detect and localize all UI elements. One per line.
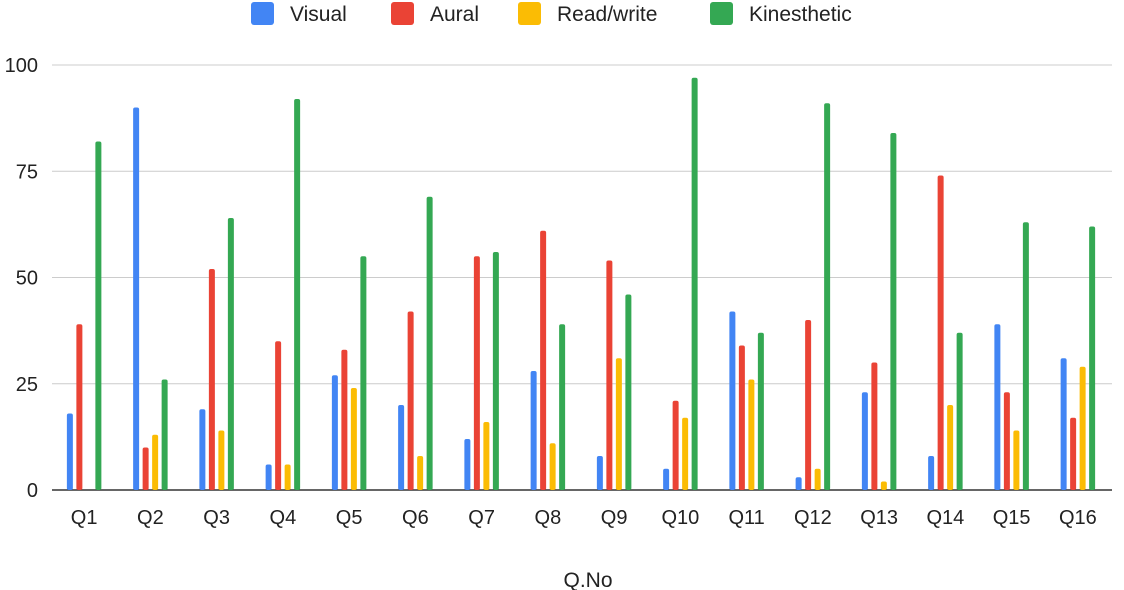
bar-visual-q7 — [464, 439, 471, 490]
x-tick-label: Q5 — [336, 507, 363, 529]
bar-read-write-q12 — [814, 468, 821, 490]
y-tick-label: 75 — [16, 161, 38, 183]
bar-aural-q12 — [805, 320, 812, 490]
bar-aural-q5 — [341, 349, 348, 490]
bar-aural-q10 — [672, 400, 679, 490]
bar-read-write-q14 — [947, 405, 954, 490]
bar-aural-q1 — [76, 324, 83, 490]
legend: Visual Aural Read/write Kinesthetic — [251, 2, 852, 26]
legend-swatch — [251, 2, 274, 25]
bar-kinesthetic-q15 — [1022, 222, 1029, 490]
y-tick-label: 50 — [16, 268, 38, 290]
bar-visual-q1 — [66, 413, 73, 490]
bar-aural-q4 — [275, 341, 282, 490]
x-tick-label: Q11 — [728, 507, 764, 529]
bar-read-write-q9 — [615, 358, 622, 490]
bar-read-write-q11 — [748, 379, 755, 490]
bar-visual-q14 — [928, 456, 935, 490]
bar-aural-q9 — [606, 260, 613, 490]
bar-aural-q8 — [540, 230, 547, 490]
bar-kinesthetic-q6 — [426, 196, 433, 490]
bar-visual-q8 — [530, 371, 537, 490]
bar-visual-q9 — [596, 456, 603, 490]
y-tick-label: 25 — [16, 374, 38, 396]
legend-swatch — [391, 2, 414, 25]
x-tick-label: Q9 — [601, 507, 628, 529]
bar-aural-q6 — [407, 311, 414, 490]
bar-read-write-q4 — [284, 464, 291, 490]
bar-read-write-q10 — [682, 417, 689, 490]
bar-visual-q4 — [265, 464, 272, 490]
bars — [66, 77, 1096, 490]
bar-visual-q13 — [861, 392, 868, 490]
bar-read-write-q13 — [880, 481, 887, 490]
bar-kinesthetic-q12 — [824, 103, 831, 490]
bar-kinesthetic-q5 — [360, 256, 367, 490]
bar-kinesthetic-q13 — [890, 133, 897, 490]
x-tick-label: Q10 — [661, 507, 699, 529]
legend-swatch — [518, 2, 541, 25]
x-axis-title: Q.No — [563, 569, 612, 590]
legend-label: Visual — [290, 3, 347, 26]
y-tick-label: 100 — [5, 55, 38, 77]
x-tick-label: Q8 — [535, 507, 562, 529]
bar-read-write-q5 — [350, 388, 357, 490]
x-tick-label: Q7 — [468, 507, 495, 529]
bar-aural-q14 — [937, 175, 944, 490]
x-tick-label: Q1 — [71, 507, 98, 529]
bar-visual-q16 — [1060, 358, 1067, 490]
bar-aural-q3 — [208, 269, 215, 490]
bar-kinesthetic-q2 — [161, 379, 168, 490]
bar-kinesthetic-q10 — [691, 77, 698, 490]
bar-visual-q2 — [133, 107, 140, 490]
bar-read-write-q7 — [483, 422, 490, 490]
bar-visual-q11 — [729, 311, 736, 490]
bar-visual-q12 — [795, 477, 802, 490]
bar-kinesthetic-q8 — [559, 324, 566, 490]
x-tick-label: Q15 — [993, 507, 1031, 529]
bar-read-write-q2 — [152, 434, 159, 490]
legend-label: Aural — [430, 3, 479, 26]
bar-aural-q2 — [142, 447, 149, 490]
bar-read-write-q6 — [417, 456, 424, 490]
bar-aural-q15 — [1003, 392, 1010, 490]
x-tick-label: Q12 — [794, 507, 832, 529]
y-axis-ticks: 0 25 50 75 100 — [5, 55, 38, 502]
y-tick-label: 0 — [27, 480, 38, 502]
bar-visual-q3 — [199, 409, 206, 490]
x-tick-label: Q16 — [1059, 507, 1097, 529]
bar-visual-q5 — [331, 375, 338, 490]
bar-kinesthetic-q1 — [95, 141, 102, 490]
bar-read-write-q15 — [1013, 430, 1020, 490]
bar-aural-q16 — [1070, 417, 1077, 490]
x-axis-ticks: Q1 Q2 Q3 Q4 Q5 Q6 Q7 Q8 Q9 Q10 Q11 Q12 Q13 Q14 Q15 Q16 — [71, 507, 1097, 529]
bar-aural-q11 — [738, 345, 745, 490]
bar-kinesthetic-q4 — [294, 99, 301, 490]
bar-kinesthetic-q7 — [492, 252, 499, 490]
legend-label: Kinesthetic — [749, 3, 852, 26]
bar-visual-q6 — [398, 405, 405, 490]
bar-read-write-q8 — [549, 443, 556, 490]
x-tick-label: Q6 — [402, 507, 429, 529]
bar-visual-q10 — [663, 468, 670, 490]
bar-read-write-q16 — [1079, 366, 1086, 490]
x-tick-label: Q2 — [137, 507, 164, 529]
x-tick-label: Q14 — [926, 507, 964, 529]
x-tick-label: Q4 — [270, 507, 297, 529]
legend-label: Read/write — [557, 3, 657, 26]
bar-kinesthetic-q16 — [1089, 226, 1096, 490]
bar-read-write-q3 — [218, 430, 225, 490]
x-tick-label: Q13 — [860, 507, 898, 529]
bar-kinesthetic-q3 — [227, 218, 234, 490]
bar-kinesthetic-q9 — [625, 294, 632, 490]
bar-kinesthetic-q14 — [956, 332, 963, 490]
bar-visual-q15 — [994, 324, 1001, 490]
x-tick-label: Q3 — [203, 507, 230, 529]
bar-aural-q13 — [871, 362, 878, 490]
bar-kinesthetic-q11 — [757, 332, 764, 490]
bar-aural-q7 — [473, 256, 480, 490]
legend-swatch — [710, 2, 733, 25]
